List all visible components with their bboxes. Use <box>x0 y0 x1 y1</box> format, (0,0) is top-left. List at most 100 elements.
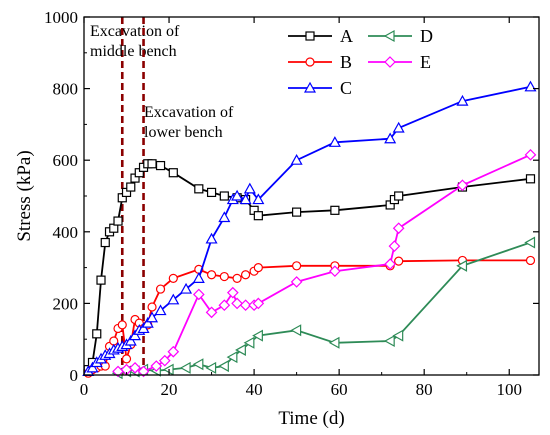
legend-item-d: D <box>368 26 433 46</box>
data-point <box>121 354 132 364</box>
y-axis-title: Stress (kPa) <box>14 150 35 241</box>
data-point <box>525 174 536 184</box>
data-point <box>168 168 178 178</box>
x-tick-label: 20 <box>161 380 178 399</box>
data-point <box>456 259 468 272</box>
data-point <box>206 187 217 198</box>
data-point <box>205 232 218 244</box>
y-tick-label: 200 <box>53 294 79 313</box>
data-point <box>328 336 340 349</box>
data-point <box>205 306 218 319</box>
data-point <box>253 263 263 273</box>
data-point <box>150 360 163 372</box>
data-point <box>141 316 154 328</box>
data-point <box>158 354 171 367</box>
legend-item-b: B <box>288 52 352 72</box>
data-point <box>226 351 238 364</box>
data-point <box>292 207 302 217</box>
data-point <box>205 361 217 374</box>
y-tick-label: 600 <box>53 151 79 170</box>
series-d <box>111 236 536 380</box>
data-point <box>383 29 395 43</box>
data-point <box>305 57 315 67</box>
data-point <box>129 329 142 341</box>
data-point <box>155 284 166 294</box>
data-point <box>92 329 102 339</box>
legend-label: B <box>340 52 352 72</box>
legend-item-a: A <box>288 26 353 46</box>
legend: ABC DE <box>288 26 433 98</box>
data-point <box>394 191 404 201</box>
data-point <box>252 193 265 205</box>
data-point <box>100 237 110 248</box>
series-line-e <box>117 153 531 373</box>
legend-label: D <box>420 26 433 46</box>
data-point <box>218 299 231 312</box>
data-point <box>167 345 180 358</box>
data-point <box>290 153 303 165</box>
data-point <box>392 329 404 342</box>
data-point <box>219 271 229 282</box>
y-tick-label: 0 <box>70 366 79 385</box>
data-point <box>179 361 191 374</box>
data-point <box>328 136 341 147</box>
data-point <box>235 343 246 356</box>
data-point <box>129 361 141 374</box>
data-point <box>147 159 157 169</box>
data-point <box>137 365 150 378</box>
data-point <box>392 222 405 235</box>
data-point <box>305 31 315 41</box>
data-point <box>155 160 166 171</box>
data-point <box>394 256 404 266</box>
data-point <box>329 265 341 278</box>
data-point <box>147 302 157 312</box>
data-point <box>388 240 401 252</box>
annotation-layer: Excavation of middle bench Excavation of lo… <box>90 17 234 375</box>
data-point <box>126 182 136 192</box>
x-tick-label: 100 <box>496 380 522 399</box>
data-point <box>117 320 127 330</box>
data-point <box>456 94 469 106</box>
excavation-annotation: Excavation of <box>90 23 180 40</box>
data-point <box>290 324 302 337</box>
data-point <box>239 299 252 312</box>
data-point <box>525 255 536 266</box>
data-point <box>168 273 178 283</box>
data-point <box>218 360 229 373</box>
series-e <box>112 148 537 378</box>
data-point <box>292 261 302 271</box>
data-point <box>384 132 397 144</box>
data-point <box>524 236 536 249</box>
excavation-annotation: lower bench <box>144 124 223 141</box>
data-point <box>392 121 405 133</box>
data-point <box>219 191 229 201</box>
data-point <box>96 275 106 285</box>
data-point <box>192 272 205 283</box>
data-point <box>232 273 242 283</box>
data-point <box>330 205 340 215</box>
data-point <box>192 288 205 301</box>
data-point <box>180 282 193 294</box>
data-point <box>303 81 317 93</box>
data-point <box>137 322 150 334</box>
data-point <box>524 148 537 161</box>
legend-item-e: E <box>368 52 431 72</box>
data-point <box>231 189 244 201</box>
excavation-annotation: middle bench <box>90 43 177 60</box>
y-tick-label: 800 <box>53 80 79 99</box>
data-point <box>252 329 263 342</box>
series-line-d <box>117 241 531 375</box>
data-point <box>383 334 395 348</box>
data-point <box>113 216 123 226</box>
y-tick-label: 1000 <box>44 8 78 27</box>
data-point <box>124 334 137 346</box>
series-c <box>82 80 537 377</box>
data-point <box>86 361 99 373</box>
legend-item-c: C <box>288 78 352 98</box>
x-tick-label: 60 <box>331 380 348 399</box>
data-point <box>218 211 231 223</box>
data-point <box>154 304 167 316</box>
data-point <box>226 286 239 299</box>
